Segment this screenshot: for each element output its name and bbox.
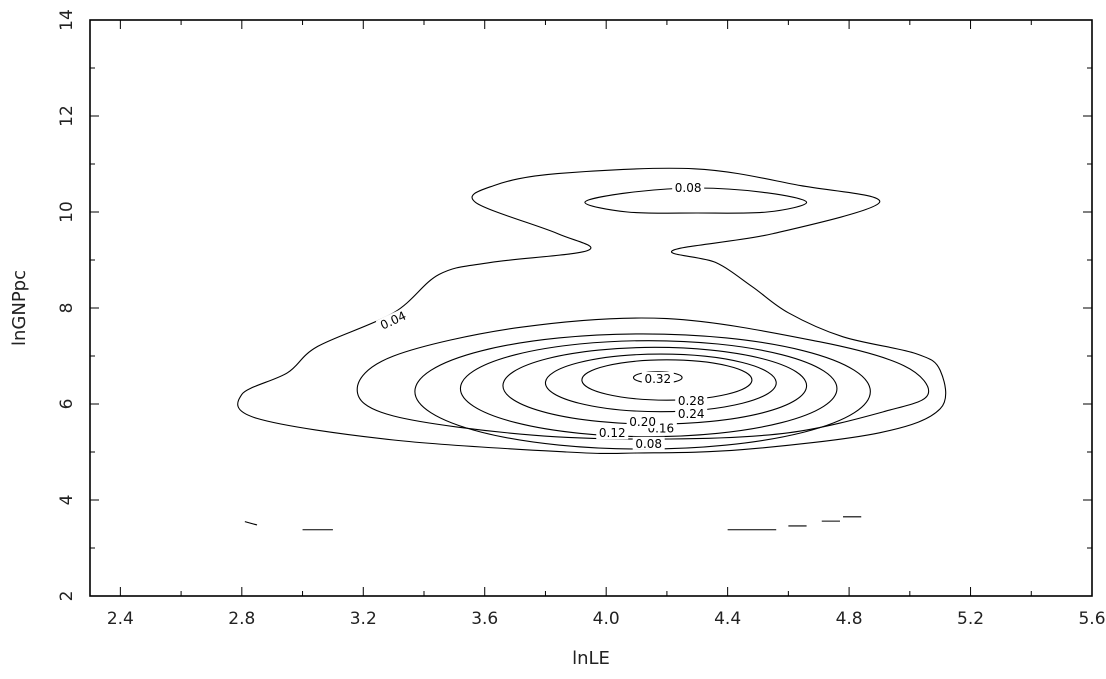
x-tick-label-3: 3.6 <box>471 609 498 629</box>
contour-label-bg-3 <box>596 426 629 440</box>
y-tick-label-6: 14 <box>57 9 77 31</box>
contour-label-bg-2 <box>632 436 665 450</box>
x-tick-label-6: 4.8 <box>836 609 863 629</box>
contour-label-bg-8 <box>641 372 674 385</box>
contour-line-0.24 <box>544 353 777 413</box>
y-tick-label-3: 8 <box>57 303 77 314</box>
contour-label-bg-7 <box>675 394 708 408</box>
contour-line-0.08 <box>584 187 808 214</box>
x-tick-label-1: 2.8 <box>228 609 255 629</box>
contour-label-bg-5 <box>626 415 659 429</box>
contour-label-0.20: 0.20 <box>629 415 656 429</box>
x-tick-label-7: 5.2 <box>957 609 984 629</box>
y-tick-label-1: 4 <box>57 495 77 506</box>
contour-label-bg-1 <box>672 180 705 194</box>
contour-label-bg-0 <box>375 307 411 333</box>
x-axis-title: lnLE <box>572 648 610 669</box>
contour-lines <box>237 167 947 531</box>
contour-line-0.28 <box>581 359 753 401</box>
x-tick-label-2: 3.2 <box>350 609 377 629</box>
y-tick-label-4: 10 <box>57 201 77 223</box>
contour-label-0.12: 0.12 <box>599 426 626 440</box>
contour-line-0.20 <box>502 346 808 425</box>
y-tick-label-0: 2 <box>57 591 77 602</box>
x-tick-label-8: 5.6 <box>1078 609 1105 629</box>
x-tick-label-0: 2.4 <box>107 609 134 629</box>
y-tick-label-5: 12 <box>57 105 77 127</box>
contour-label-0.32: 0.32 <box>644 372 671 386</box>
axis-tick-labels: 2.4 2.8 3.2 3.6 4.0 4.4 4.8 5.2 5.6 2 4 6 8 10 12 14 <box>57 9 1106 629</box>
contour-label-0.28: 0.28 <box>678 394 705 408</box>
contour-label-bg-6 <box>675 407 708 421</box>
contour-fragment-0 <box>244 521 258 526</box>
y-axis-title: lnGNPpc <box>9 270 30 346</box>
x-tick-label-4: 4.0 <box>593 609 620 629</box>
plot-frame <box>89 19 1093 597</box>
contour-label-0.04: 0.04 <box>378 309 408 333</box>
y-tick-label-2: 6 <box>57 399 77 410</box>
axis-ticks <box>90 19 1093 597</box>
contour-label-0.08: 0.08 <box>635 437 662 451</box>
x-tick-label-5: 4.4 <box>714 609 741 629</box>
contour-labels: 0.040.080.080.12 0.160.200.240.280.32 <box>375 180 708 451</box>
contour-line-0.04 <box>237 167 947 455</box>
contour-label-0.08: 0.08 <box>675 181 702 195</box>
contour-line-0.16 <box>459 339 838 438</box>
contour-label-0.24: 0.24 <box>678 407 705 421</box>
contour-line-0.12 <box>414 333 871 450</box>
